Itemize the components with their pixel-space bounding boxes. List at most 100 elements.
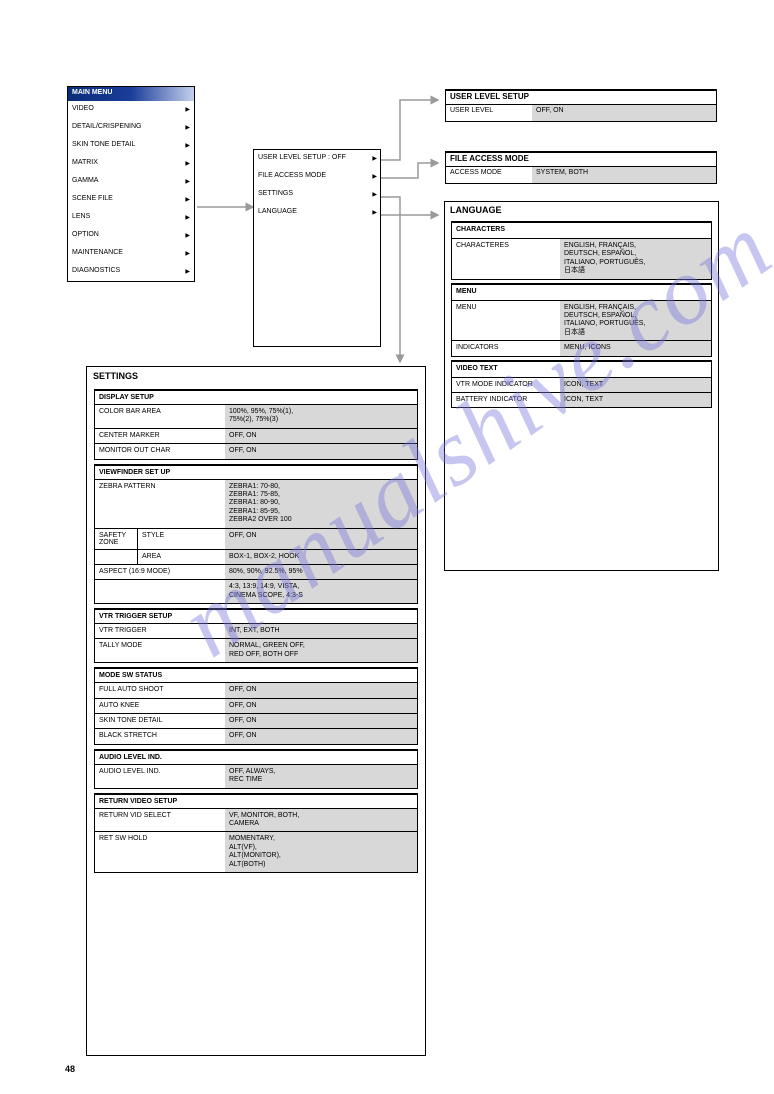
main-menu-item[interactable]: MATRIX▶ (68, 155, 194, 173)
chevron-right-icon: ▶ (185, 232, 190, 239)
settings-row-label: CENTER MARKER (95, 429, 225, 443)
chevron-right-icon: ▶ (185, 142, 190, 149)
settings-group: AUDIO LEVEL IND.AUDIO LEVEL IND.OFF, ALW… (94, 749, 418, 789)
language-group-header: MENU (452, 285, 560, 300)
main-menu-item[interactable]: DETAIL/CRISPENING▶ (68, 119, 194, 137)
language-row-value: MENU, ICONS (560, 341, 711, 355)
settings-row-value: OFF, ON (225, 429, 417, 443)
settings-row-value: NORMAL, GREEN OFF, RED OFF, BOTH OFF (225, 639, 417, 662)
settings-row-value: OFF, ON (225, 683, 417, 697)
main-menu-item[interactable]: DIAGNOSTICS▶ (68, 263, 194, 281)
settings-group-header: DISPLAY SETUP (95, 391, 225, 404)
chevron-right-icon: ▶ (372, 209, 377, 216)
settings-group: RETURN VIDEO SETUPRETURN VID SELECTVF, M… (94, 793, 418, 873)
chevron-right-icon: ▶ (185, 124, 190, 131)
language-group-header: CHARACTERS (452, 223, 560, 238)
settings-panel: SETTINGS DISPLAY SETUPCOLOR BAR AREA100%… (86, 366, 426, 1056)
language-row-label: INDICATORS (452, 341, 560, 355)
settings-row-label: FULL AUTO SHOOT (95, 683, 225, 697)
settings-row-label: BLACK STRETCH (95, 729, 225, 743)
settings-row-label: TALLY MODE (95, 639, 225, 662)
language-row-value: ICON, TEXT (560, 378, 711, 392)
language-row-value: ICON, TEXT (560, 393, 711, 407)
settings-row-label: RETURN VID SELECT (95, 809, 225, 832)
file-access-title: FILE ACCESS MODE (446, 153, 716, 167)
settings-row-label (95, 580, 225, 603)
settings-row-sublabel: AREA (137, 550, 225, 564)
chevron-right-icon: ▶ (185, 214, 190, 221)
settings-row-label: VTR TRIGGER (95, 624, 225, 638)
settings-row-label: AUDIO LEVEL IND. (95, 765, 225, 788)
settings-group: VTR TRIGGER SETUPVTR TRIGGERINT, EXT, BO… (94, 608, 418, 663)
user-level-title: USER LEVEL SETUP (446, 91, 716, 105)
language-row-label: BATTERY INDICATOR (452, 393, 560, 407)
main-menu-item[interactable]: SKIN TONE DETAIL▶ (68, 137, 194, 155)
options-item[interactable]: FILE ACCESS MODE▶ (254, 168, 380, 186)
language-panel: LANGUAGE CHARACTERSCHARACTERESENGLISH, F… (444, 201, 719, 571)
settings-row-value: ZEBRA1: 70-80, ZEBRA1: 75-85, ZEBRA1: 80… (225, 480, 417, 528)
settings-row-value: 80%, 90%, 92.5%, 95% (225, 565, 417, 579)
settings-row-label: ASPECT (16:9 MODE) (95, 565, 225, 579)
settings-row-value: OFF, ALWAYS, REC TIME (225, 765, 417, 788)
settings-group-header: RETURN VIDEO SETUP (95, 795, 225, 808)
settings-row-value: OFF, ON (225, 444, 417, 458)
settings-row-label: SKIN TONE DETAIL (95, 714, 225, 728)
language-row-label: VTR MODE INDICATOR (452, 378, 560, 392)
page-number: 48 (65, 1064, 75, 1074)
main-menu-item[interactable]: MAINTENANCE▶ (68, 245, 194, 263)
language-group: MENUMENUENGLISH, FRANÇAIS, DEUTSCH, ESPA… (451, 283, 712, 357)
options-item[interactable]: USER LEVEL SETUP : OFF▶ (254, 150, 380, 168)
chevron-right-icon: ▶ (372, 191, 377, 198)
language-group: VIDEO TEXTVTR MODE INDICATORICON, TEXTBA… (451, 360, 712, 409)
settings-group-header: VTR TRIGGER SETUP (95, 610, 225, 623)
settings-row-value: MOMENTARY, ALT(VF), ALT(MONITOR), ALT(BO… (225, 832, 417, 872)
language-title: LANGUAGE (445, 202, 718, 218)
language-row-value: ENGLISH, FRANÇAIS, DEUTSCH, ESPAÑOL, ITA… (560, 301, 711, 341)
chevron-right-icon: ▶ (185, 250, 190, 257)
main-menu-item[interactable]: SCENE FILE▶ (68, 191, 194, 209)
settings-row-value: 4:3, 13:9, 14:9, VISTA, CINEMA SCOPE, 4:… (225, 580, 417, 603)
file-access-label: ACCESS MODE (446, 167, 532, 183)
main-menu-item[interactable]: VIDEO▶ (68, 101, 194, 119)
file-access-value: SYSTEM, BOTH (532, 167, 716, 183)
language-group: CHARACTERSCHARACTERESENGLISH, FRANÇAIS, … (451, 221, 712, 280)
main-menu-item[interactable]: GAMMA▶ (68, 173, 194, 191)
chevron-right-icon: ▶ (185, 160, 190, 167)
settings-group: DISPLAY SETUPCOLOR BAR AREA100%, 95%, 75… (94, 389, 418, 460)
main-menu-item[interactable]: OPTION▶ (68, 227, 194, 245)
chevron-right-icon: ▶ (185, 196, 190, 203)
settings-row-value: OFF, ON (225, 729, 417, 743)
chevron-right-icon: ▶ (372, 155, 377, 162)
user-level-label: USER LEVEL (446, 105, 532, 121)
chevron-right-icon: ▶ (185, 178, 190, 185)
main-menu-title: MAIN MENU (68, 87, 194, 101)
options-item[interactable]: SETTINGS▶ (254, 186, 380, 204)
file-access-table: FILE ACCESS MODE ACCESS MODE SYSTEM, BOT… (445, 151, 717, 184)
settings-row-value: VF, MONITOR, BOTH, CAMERA (225, 809, 417, 832)
chevron-right-icon: ▶ (185, 268, 190, 275)
chevron-right-icon: ▶ (372, 173, 377, 180)
language-row-label: MENU (452, 301, 560, 341)
options-box: USER LEVEL SETUP : OFF▶FILE ACCESS MODE▶… (253, 149, 381, 347)
user-level-value: OFF, ON (532, 105, 716, 121)
settings-row-value: OFF, ON (225, 699, 417, 713)
main-menu-item[interactable]: LENS▶ (68, 209, 194, 227)
settings-row-value: 100%, 95%, 75%(1), 75%(2), 75%(3) (225, 405, 417, 428)
settings-group-header: MODE SW STATUS (95, 669, 225, 682)
settings-group: VIEWFINDER SET UPZEBRA PATTERNZEBRA1: 70… (94, 464, 418, 605)
settings-group-header: AUDIO LEVEL IND. (95, 751, 225, 764)
settings-group: MODE SW STATUSFULL AUTO SHOOTOFF, ONAUTO… (94, 667, 418, 745)
language-group-header: VIDEO TEXT (452, 362, 560, 377)
settings-row-sublabel: STYLE (137, 529, 225, 549)
user-level-table: USER LEVEL SETUP USER LEVEL OFF, ON (445, 89, 717, 122)
settings-row-value: OFF, ON (225, 714, 417, 728)
settings-title: SETTINGS (87, 367, 425, 385)
settings-row-value: INT, EXT, BOTH (225, 624, 417, 638)
settings-row-value: BOX-1, BOX-2, HOOK (225, 550, 417, 564)
options-item[interactable]: LANGUAGE▶ (254, 204, 380, 222)
settings-row-label (95, 550, 137, 564)
chevron-right-icon: ▶ (185, 106, 190, 113)
settings-row-value: OFF, ON (225, 529, 417, 549)
settings-row-label: AUTO KNEE (95, 699, 225, 713)
settings-row-label: RET SW HOLD (95, 832, 225, 872)
